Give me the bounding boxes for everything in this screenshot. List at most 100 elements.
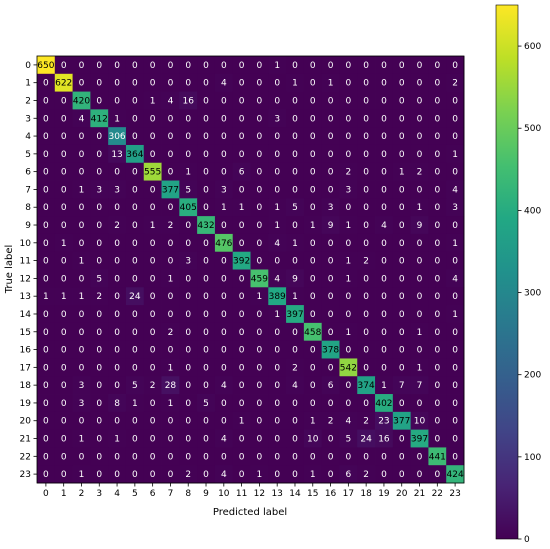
matrix-cell-value-5-4: 13 bbox=[111, 150, 122, 160]
colorbar-tick-label-100: 100 bbox=[524, 453, 541, 463]
matrix-cell-0-12 bbox=[250, 56, 269, 75]
matrix-cell-6-5 bbox=[125, 162, 145, 181]
y-tick-label-14: 14 bbox=[20, 310, 32, 320]
matrix-cell-22-5 bbox=[125, 447, 145, 466]
matrix-cell-value-4-10: 0 bbox=[221, 132, 227, 142]
matrix-cell-20-19 bbox=[375, 411, 394, 431]
matrix-cell-23-0 bbox=[37, 465, 56, 484]
matrix-cell-4-15 bbox=[303, 127, 323, 146]
matrix-cell-value-6-13: 0 bbox=[274, 168, 280, 178]
matrix-cell-17-2 bbox=[72, 358, 91, 377]
matrix-cell-18-10 bbox=[214, 376, 234, 395]
matrix-cell-value-1-5: 0 bbox=[132, 79, 138, 89]
x-tick-label-12: 12 bbox=[254, 489, 265, 499]
matrix-cell-2-18 bbox=[357, 91, 376, 110]
matrix-cell-value-16-3: 0 bbox=[96, 346, 102, 356]
matrix-cell-value-14-11: 0 bbox=[239, 310, 245, 320]
matrix-cell-value-2-9: 0 bbox=[203, 96, 209, 106]
matrix-cell-16-14 bbox=[286, 340, 305, 359]
matrix-cell-value-23-9: 0 bbox=[203, 470, 209, 480]
matrix-cell-14-3 bbox=[90, 305, 109, 324]
matrix-cell-10-20 bbox=[392, 233, 412, 253]
matrix-cell-value-12-21: 0 bbox=[417, 274, 423, 284]
matrix-cell-23-5 bbox=[125, 465, 145, 484]
matrix-cell-value-7-2: 1 bbox=[79, 185, 85, 195]
matrix-cell-value-2-5: 0 bbox=[132, 96, 138, 106]
matrix-cell-value-21-7: 0 bbox=[168, 435, 174, 445]
matrix-cell-value-20-15: 1 bbox=[310, 417, 316, 427]
matrix-cell-value-6-18: 0 bbox=[363, 168, 369, 178]
matrix-cell-value-22-3: 0 bbox=[96, 452, 102, 462]
matrix-cell-6-19 bbox=[375, 162, 394, 181]
matrix-cell-value-6-4: 0 bbox=[114, 168, 120, 178]
matrix-cell-value-0-20: 0 bbox=[399, 61, 405, 71]
matrix-cell-value-5-0: 0 bbox=[43, 150, 49, 160]
matrix-cell-0-20 bbox=[392, 56, 412, 75]
matrix-cell-value-20-16: 2 bbox=[328, 417, 334, 427]
matrix-cell-value-6-15: 0 bbox=[310, 168, 316, 178]
matrix-cell-value-6-23: 0 bbox=[452, 168, 458, 178]
matrix-cell-13-22 bbox=[428, 287, 447, 306]
matrix-cell-2-14 bbox=[286, 91, 305, 110]
matrix-cell-11-10 bbox=[214, 251, 234, 270]
matrix-cell-19-15 bbox=[303, 394, 323, 413]
matrix-cell-value-14-9: 0 bbox=[203, 310, 209, 320]
matrix-cell-value-1-12: 0 bbox=[257, 79, 263, 89]
matrix-cell-value-0-7: 0 bbox=[168, 61, 174, 71]
matrix-cell-value-7-16: 0 bbox=[328, 185, 334, 195]
y-tick-label-5: 5 bbox=[25, 150, 31, 160]
matrix-cell-value-13-1: 1 bbox=[61, 292, 67, 302]
matrix-cell-1-13 bbox=[268, 73, 287, 92]
matrix-cell-13-20 bbox=[392, 287, 412, 306]
matrix-cell-11-2 bbox=[72, 251, 91, 270]
matrix-cell-16-23 bbox=[446, 340, 465, 359]
matrix-cell-9-8 bbox=[179, 216, 198, 235]
matrix-cell-13-10 bbox=[214, 287, 234, 306]
matrix-cell-value-18-1: 0 bbox=[61, 381, 67, 391]
matrix-cell-value-16-23: 0 bbox=[452, 346, 458, 356]
matrix-cell-value-22-12: 0 bbox=[257, 452, 263, 462]
matrix-cell-4-22 bbox=[428, 127, 447, 146]
matrix-cell-value-11-12: 0 bbox=[257, 257, 263, 267]
matrix-cell-6-8 bbox=[179, 162, 198, 181]
matrix-cell-value-20-14: 0 bbox=[292, 417, 298, 427]
matrix-cell-0-22 bbox=[428, 56, 447, 75]
matrix-cell-value-2-8: 16 bbox=[183, 96, 195, 106]
matrix-cell-value-9-18: 0 bbox=[363, 221, 369, 231]
matrix-cell-12-14 bbox=[286, 269, 305, 288]
matrix-cell-22-6 bbox=[143, 447, 162, 466]
matrix-cell-9-17 bbox=[339, 216, 358, 235]
matrix-cell-15-12 bbox=[250, 322, 269, 342]
matrix-cell-8-13 bbox=[268, 198, 287, 217]
matrix-cell-value-8-3: 0 bbox=[96, 203, 102, 213]
x-tick-label-18: 18 bbox=[360, 489, 372, 499]
matrix-cell-value-3-14: 0 bbox=[292, 114, 298, 124]
matrix-cell-21-7 bbox=[161, 429, 180, 448]
matrix-cell-value-11-2: 1 bbox=[79, 257, 85, 267]
matrix-cell-value-0-12: 0 bbox=[257, 61, 263, 71]
matrix-cell-14-15 bbox=[303, 305, 323, 324]
matrix-cell-4-17 bbox=[339, 127, 358, 146]
matrix-cell-value-16-9: 0 bbox=[203, 346, 209, 356]
x-tick-label-19: 19 bbox=[378, 489, 390, 499]
matrix-cell-value-11-1: 0 bbox=[61, 257, 67, 267]
matrix-cell-value-12-4: 0 bbox=[114, 274, 120, 284]
matrix-cell-2-13 bbox=[268, 91, 287, 110]
matrix-cell-value-1-3: 0 bbox=[96, 79, 102, 89]
matrix-cell-value-19-8: 0 bbox=[185, 399, 191, 409]
matrix-cell-16-12 bbox=[250, 340, 269, 359]
matrix-cell-19-5 bbox=[125, 394, 145, 413]
matrix-cell-value-13-9: 0 bbox=[203, 292, 209, 302]
matrix-cell-14-4 bbox=[108, 305, 127, 324]
matrix-cell-value-13-7: 0 bbox=[168, 292, 174, 302]
matrix-cell-value-21-4: 1 bbox=[114, 435, 120, 445]
matrix-cell-23-2 bbox=[72, 465, 91, 484]
matrix-cell-9-19 bbox=[375, 216, 394, 235]
matrix-cell-11-0 bbox=[37, 251, 56, 270]
matrix-cell-value-21-16: 0 bbox=[328, 435, 334, 445]
matrix-cell-2-1 bbox=[54, 91, 73, 110]
matrix-cell-value-23-14: 0 bbox=[292, 470, 298, 480]
matrix-cell-16-19 bbox=[375, 340, 394, 359]
